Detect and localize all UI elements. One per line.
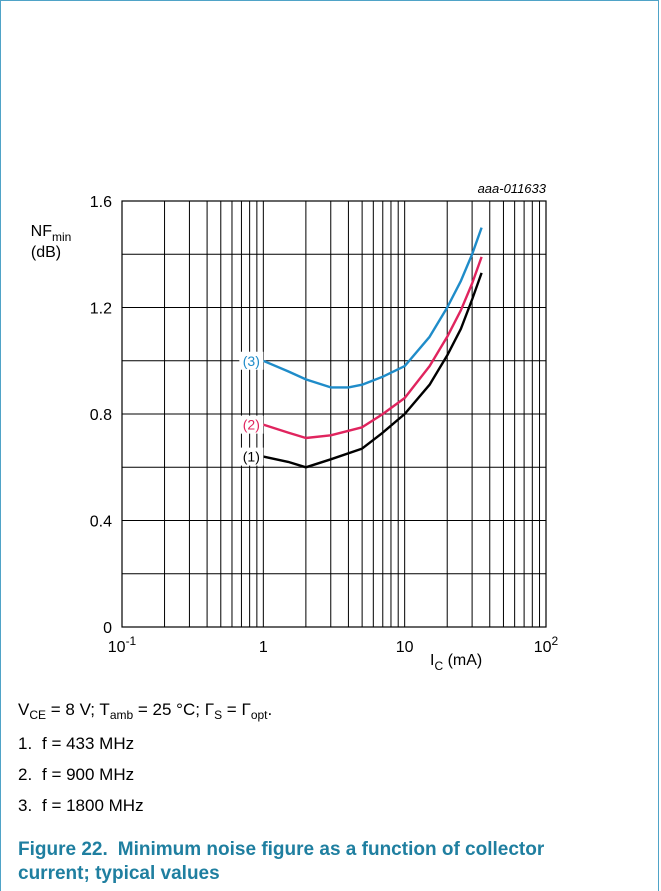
x-tick-label: 10 [396, 639, 414, 656]
series-label-1: (1) [243, 449, 260, 465]
x-tick-label: 102 [534, 634, 559, 656]
y-tick-label: 1.2 [90, 301, 112, 318]
series-label-halo [239, 351, 264, 370]
y-axis-label: NFmin [31, 223, 72, 244]
x-axis-label: IC (mA) [430, 652, 482, 673]
y-axis-unit: (dB) [31, 244, 61, 261]
series-label-2: (2) [243, 417, 260, 433]
note-3: 3. f = 1800 MHz [18, 796, 144, 815]
chart-code: aaa-011633 [478, 181, 547, 196]
series-label-halo [239, 415, 264, 434]
y-tick-label: 0.8 [90, 407, 112, 424]
y-tick-label: 0 [103, 620, 112, 637]
series-line-2 [262, 256, 483, 440]
noise-figure-chart: 0 0.4 0.8 1.2 1.6 10-1 1 10 102 aaa-011633 NFmin(d… [31, 181, 559, 673]
conditions-line: VCE = 8 V; Tamb = 25 °C; ΓS = Γopt. [18, 700, 273, 722]
series-line-3 [262, 227, 483, 389]
series-label-halo [239, 447, 264, 466]
x-tick-label: 10-1 [108, 634, 137, 656]
y-tick-label: 0.4 [90, 514, 112, 531]
figure-title: Figure 22. Minimum noise figure as a func… [18, 839, 545, 884]
series-line-1 [263, 272, 483, 469]
note-2: 2. f = 900 MHz [18, 765, 135, 784]
y-tick-label: 1.6 [90, 194, 112, 211]
note-1: 1. f = 433 MHz [18, 734, 135, 753]
series-label-3: (3) [243, 353, 260, 369]
x-tick-label: 1 [259, 639, 268, 656]
plot-border [121, 200, 547, 628]
